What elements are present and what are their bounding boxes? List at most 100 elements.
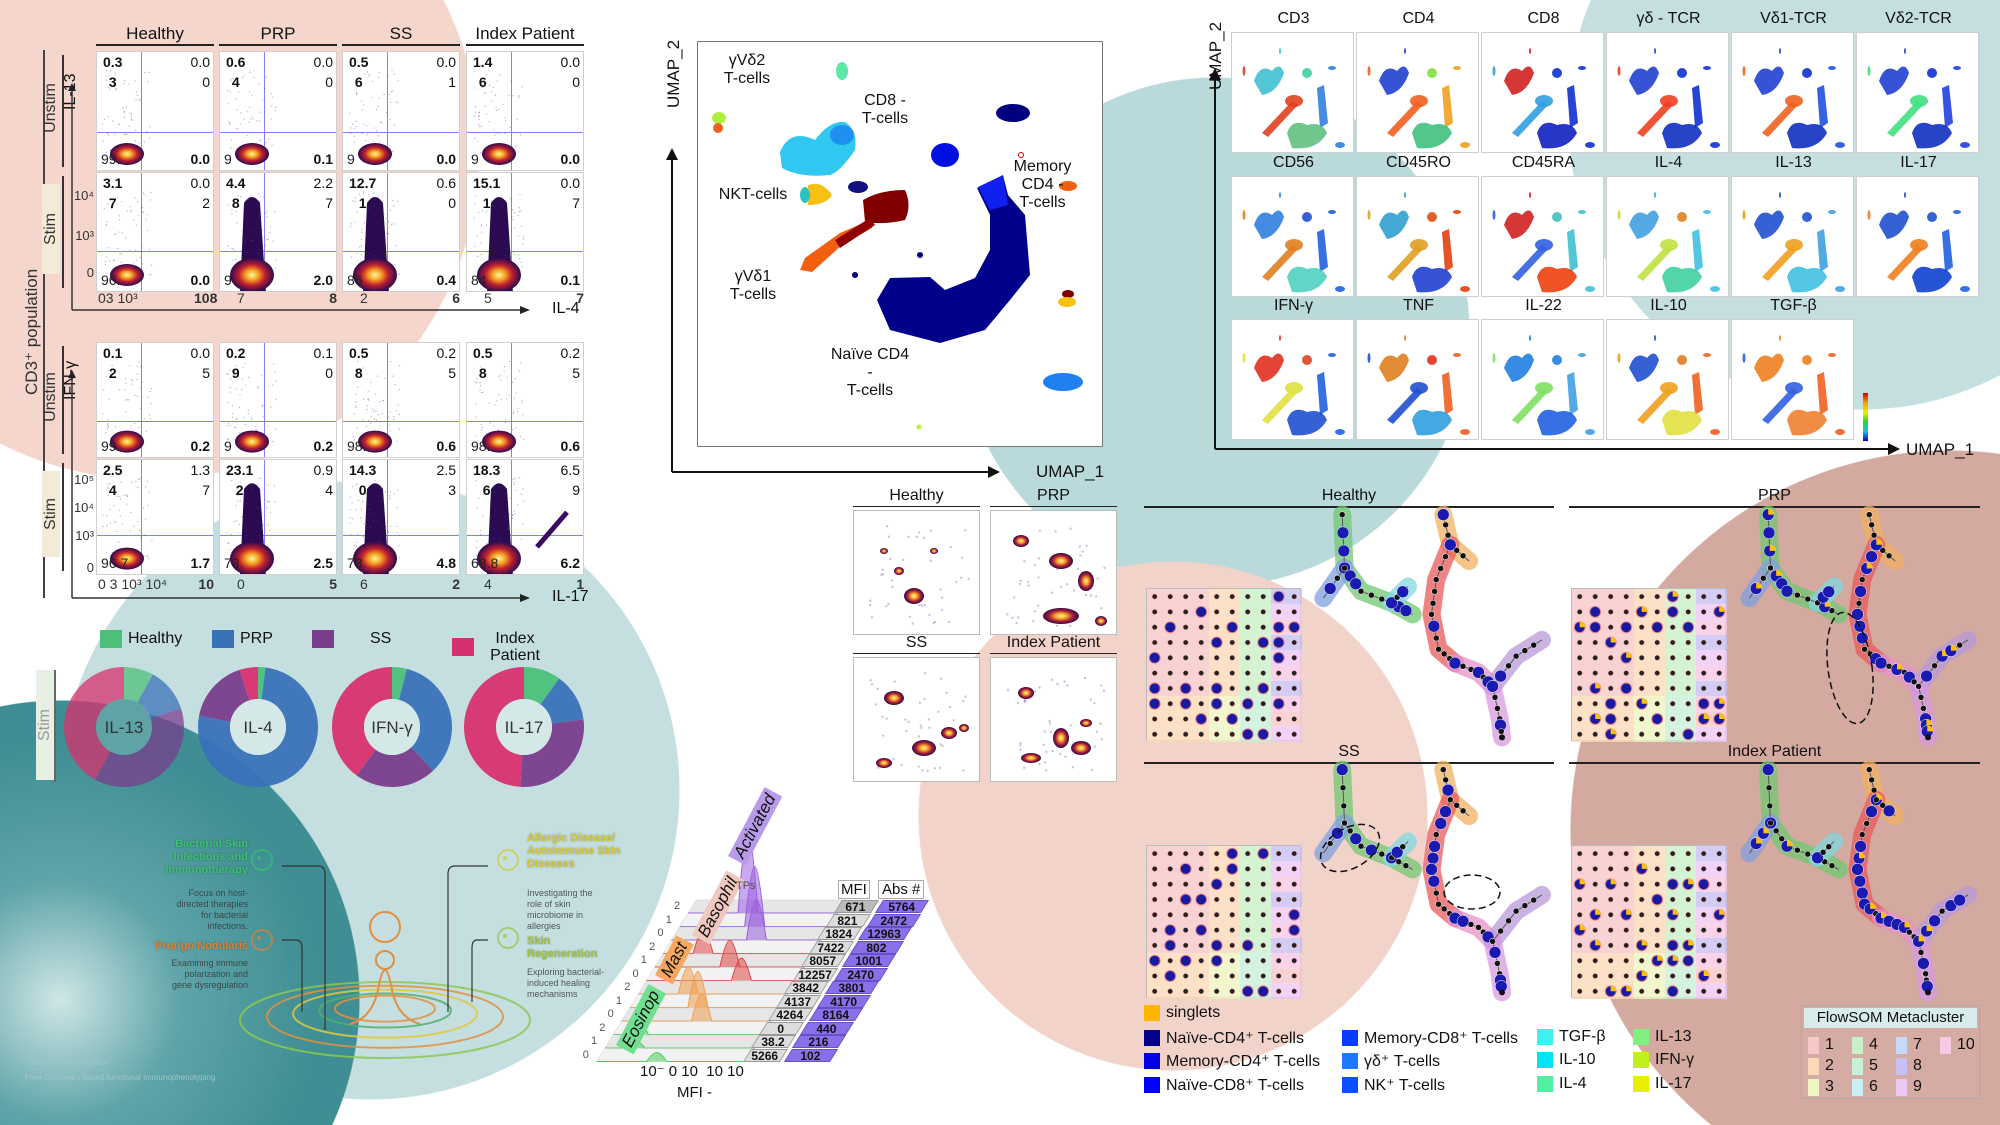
group-header: PRP <box>219 24 337 46</box>
event-dot <box>368 399 370 401</box>
legend-label: IL-10 <box>1559 1051 1596 1068</box>
event-dot <box>920 726 923 730</box>
umap-plot-frame <box>697 41 1103 447</box>
quadrant-line <box>387 460 389 574</box>
event-dot <box>885 717 889 720</box>
marker-title: TGF-β <box>1770 297 1817 314</box>
som-node <box>1592 850 1598 857</box>
event-dot <box>870 616 874 619</box>
tree-node <box>1920 705 1927 712</box>
event-dot <box>511 215 513 218</box>
event-dot <box>269 226 271 228</box>
som-node <box>1697 697 1710 710</box>
density-core <box>477 541 521 574</box>
som-node <box>1226 862 1239 875</box>
cluster-mark <box>1535 382 1553 394</box>
som-node <box>1576 973 1583 979</box>
event-dot <box>961 556 964 559</box>
event-dot <box>1059 752 1062 756</box>
tree-node <box>1865 550 1878 563</box>
quadrant-line <box>141 343 143 457</box>
som-node <box>1151 850 1158 857</box>
quadrant-ll-value: 86 <box>347 272 363 288</box>
event-dot <box>389 497 391 500</box>
event-dot <box>1078 545 1082 548</box>
event-dot <box>1100 738 1104 741</box>
event-dot <box>363 222 366 224</box>
som-node <box>1226 713 1239 725</box>
arrow-head <box>666 148 678 160</box>
som-node <box>1151 624 1158 630</box>
quadrant-line <box>264 52 266 170</box>
marker-umap <box>1481 319 1604 440</box>
marker-title: Vδ2-TCR <box>1885 10 1952 27</box>
x-tick: 2 <box>360 290 368 306</box>
flow-plot: 2.5 4 1.3 7 96.7 1.7 <box>96 459 214 575</box>
event-dot <box>230 139 232 141</box>
event-dot <box>492 86 494 89</box>
event-dot <box>479 384 482 387</box>
cluster-mark <box>1692 372 1703 415</box>
quadrant-line <box>220 250 336 252</box>
som-node <box>1167 700 1173 707</box>
event-dot <box>226 532 228 534</box>
event-dot <box>354 197 356 199</box>
event-dot <box>255 220 257 222</box>
event-dot <box>952 719 955 722</box>
event-dot <box>373 213 375 215</box>
event-dot <box>377 135 380 137</box>
cluster-mark <box>1654 48 1656 54</box>
event-dot <box>494 94 497 96</box>
event-dot <box>260 139 262 141</box>
legend-label: singlets <box>1166 1004 1221 1021</box>
cell-type-legend-item: singlets <box>1144 1004 1220 1022</box>
event-dot <box>1043 761 1047 764</box>
quadrant-lr-value: 0.2 <box>313 438 333 454</box>
som-node <box>1576 593 1583 600</box>
abs-count-value: 102 <box>800 1048 821 1063</box>
event-dot <box>143 211 145 213</box>
density-hotspot <box>1071 741 1091 755</box>
event-dot <box>389 490 392 493</box>
connector-line <box>471 939 488 1002</box>
som-node <box>1182 731 1189 738</box>
event-dot <box>1038 686 1041 689</box>
density-umap <box>990 510 1117 635</box>
cluster-mark <box>1742 66 1746 76</box>
density-blob <box>227 193 277 291</box>
cluster-mark <box>1779 335 1781 341</box>
cluster-mark <box>1660 382 1678 394</box>
cluster-mark <box>1703 210 1711 214</box>
legend-swatch <box>1144 1005 1160 1021</box>
event-dot <box>390 90 392 93</box>
event-dot <box>512 209 514 211</box>
event-dot <box>361 109 363 111</box>
event-dot <box>148 248 151 251</box>
density-scatter <box>869 672 969 773</box>
event-dot <box>1066 684 1069 687</box>
tree-node <box>1917 949 1925 956</box>
event-dot <box>370 415 372 417</box>
som-node <box>1654 639 1660 646</box>
density-blob <box>101 70 151 165</box>
event-dot <box>230 79 232 81</box>
ripple-ring <box>266 984 504 1049</box>
density-blob <box>349 69 399 165</box>
event-dot <box>234 258 236 260</box>
som-node <box>1272 697 1285 710</box>
donut-slice <box>124 667 153 703</box>
marker-scatter <box>1742 335 1845 436</box>
abs-count-cell: 102 <box>783 1048 838 1063</box>
event-dot <box>138 426 140 429</box>
legend-label: Memory-CD8⁺ T-cells <box>1364 1030 1518 1047</box>
cluster-mark <box>1328 66 1336 70</box>
cluster-mark <box>1779 192 1781 198</box>
event-dot <box>521 265 523 267</box>
som-node <box>1700 639 1707 646</box>
som-node <box>1291 716 1297 722</box>
som-node <box>1685 716 1691 722</box>
event-dot <box>251 539 253 542</box>
event-dot <box>364 73 366 75</box>
tree-node <box>1442 776 1449 784</box>
cell-cluster <box>848 181 868 193</box>
